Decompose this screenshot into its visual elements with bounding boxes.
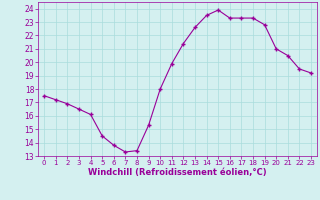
X-axis label: Windchill (Refroidissement éolien,°C): Windchill (Refroidissement éolien,°C) <box>88 168 267 177</box>
